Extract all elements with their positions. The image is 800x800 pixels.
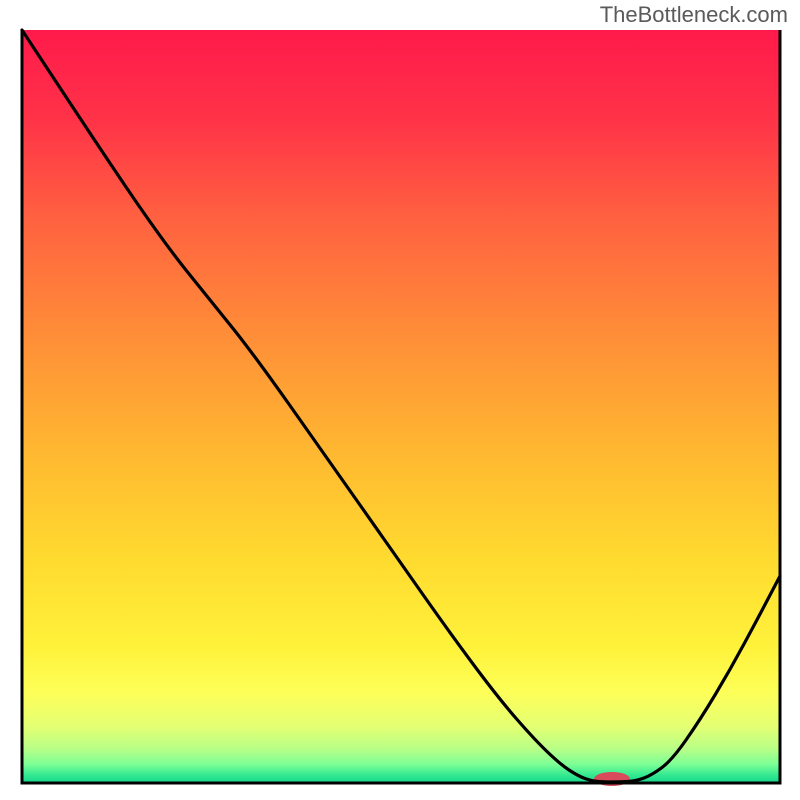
watermark-text: TheBottleneck.com	[600, 2, 788, 28]
bottleneck-chart	[0, 0, 800, 800]
plot-area	[22, 30, 780, 783]
